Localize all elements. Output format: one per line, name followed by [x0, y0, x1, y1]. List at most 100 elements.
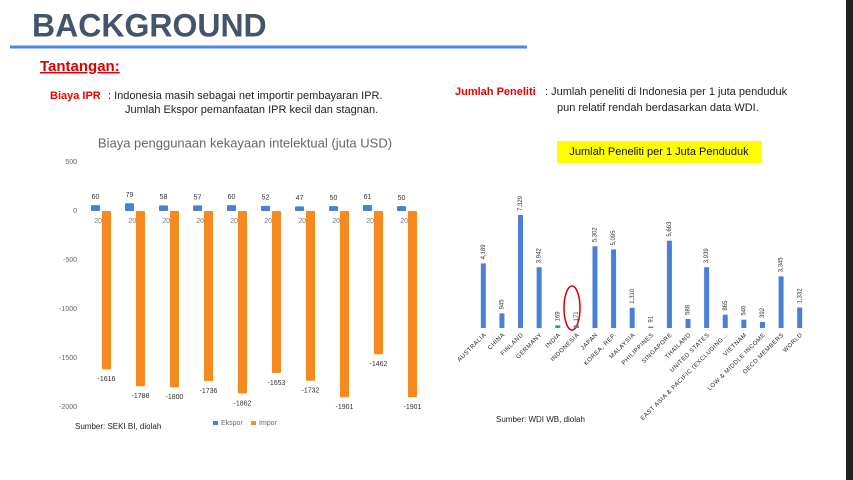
value-label: -1653	[268, 380, 286, 387]
bar	[518, 215, 524, 328]
bar	[592, 246, 598, 328]
y-tick-label: -2000	[59, 404, 77, 411]
slide-title: BACKGROUND	[32, 7, 267, 43]
bar	[125, 203, 134, 211]
bar	[629, 307, 635, 328]
bar	[91, 205, 100, 211]
legend-label: Ekspor	[221, 420, 243, 427]
value-label: -1462	[370, 361, 388, 368]
bar	[778, 276, 784, 328]
y-tick-label: 0	[73, 208, 77, 215]
value-label: 61	[364, 194, 372, 201]
subtitle: Tantangan:	[40, 58, 120, 75]
bar	[159, 205, 168, 211]
bar	[685, 318, 691, 328]
value-label: 171	[574, 311, 580, 322]
bar	[272, 211, 281, 373]
bar	[238, 211, 247, 394]
point-text: Jumlah Ekspor pemanfaatan IPR kecil dan …	[125, 104, 378, 116]
bar	[329, 206, 338, 211]
chart-title: Jumlah Peneliti per 1 Juta Penduduk	[569, 146, 749, 158]
value-label: 1,310	[630, 288, 636, 304]
value-label: 7,329	[518, 195, 524, 211]
y-tick-label: 500	[65, 159, 77, 166]
bar	[536, 267, 542, 328]
point-label: Biaya IPR	[50, 90, 101, 102]
value-label: 1,332	[797, 288, 803, 304]
value-label: 392	[760, 307, 766, 318]
value-label: 57	[194, 194, 202, 201]
y-tick-label: -1500	[59, 355, 77, 362]
value-label: -1736	[200, 388, 218, 395]
value-label: -1901	[336, 404, 354, 411]
frame-edge	[846, 0, 853, 480]
y-tick-label: -500	[63, 257, 77, 264]
value-label: 5,095	[611, 230, 617, 246]
legend-label: Impor	[259, 420, 278, 427]
value-label: -1732	[302, 388, 320, 395]
value-label: 58	[160, 194, 168, 201]
bar	[204, 211, 213, 382]
legend-swatch	[251, 421, 256, 425]
bar	[555, 325, 561, 328]
bar	[499, 313, 505, 328]
value-label: 50	[398, 195, 406, 202]
bar	[648, 326, 654, 328]
highlight-circle	[563, 285, 581, 331]
bar	[261, 205, 270, 211]
bar	[480, 263, 486, 328]
value-label: 47	[296, 195, 304, 202]
bar	[704, 267, 710, 328]
value-label: -1616	[98, 376, 116, 383]
value-label: 540	[741, 305, 747, 316]
bar	[611, 249, 617, 328]
value-label: 588	[686, 304, 692, 315]
value-label: 52	[262, 195, 270, 202]
bar	[722, 314, 728, 328]
bar	[759, 321, 765, 328]
legend-swatch	[213, 421, 218, 425]
bar	[295, 206, 304, 211]
bar	[136, 211, 145, 387]
source: Sumber: WDI WB, diolah	[496, 415, 585, 424]
value-label: 5,663	[667, 221, 673, 237]
bar	[227, 205, 236, 211]
value-label: 91	[648, 315, 654, 322]
value-label: 79	[126, 192, 134, 199]
y-tick-label: -1000	[59, 306, 77, 313]
bar	[374, 211, 383, 355]
value-label: 50	[330, 195, 338, 202]
source: Sumber: SEKI BI, diolah	[75, 422, 161, 431]
value-label: 865	[723, 300, 729, 311]
bar	[193, 205, 202, 211]
title-box	[557, 141, 762, 163]
value-label: 3,942	[537, 248, 543, 264]
bar	[102, 211, 111, 370]
bar	[306, 211, 315, 381]
value-label: 3,345	[779, 257, 785, 273]
bar	[408, 211, 417, 398]
bar	[397, 206, 406, 211]
value-label: -1862	[234, 400, 252, 407]
bar	[573, 325, 579, 328]
point-text: : Jumlah peneliti di Indonesia per 1 jut…	[545, 86, 788, 98]
value-label: -1788	[132, 393, 150, 400]
value-label: 169	[555, 311, 561, 322]
point-label: Jumlah Peneliti	[455, 86, 536, 98]
value-label: -1901	[404, 404, 422, 411]
value-label: 3,939	[704, 248, 710, 264]
bar	[340, 211, 349, 398]
value-label: 60	[228, 194, 236, 201]
value-label: 5,302	[593, 227, 599, 243]
bar	[666, 240, 672, 328]
bar	[363, 205, 372, 211]
value-label: 60	[92, 194, 100, 201]
bar	[170, 211, 179, 388]
value-label: -1800	[166, 394, 184, 401]
point-text: : Indonesia masih sebagai net importir p…	[108, 90, 383, 102]
chart-title: Biaya penggunaan kekayaan intelektual (j…	[98, 135, 392, 150]
value-label: 945	[499, 299, 505, 310]
point-text: pun relatif rendah berdasarkan data WDI.	[557, 102, 759, 114]
